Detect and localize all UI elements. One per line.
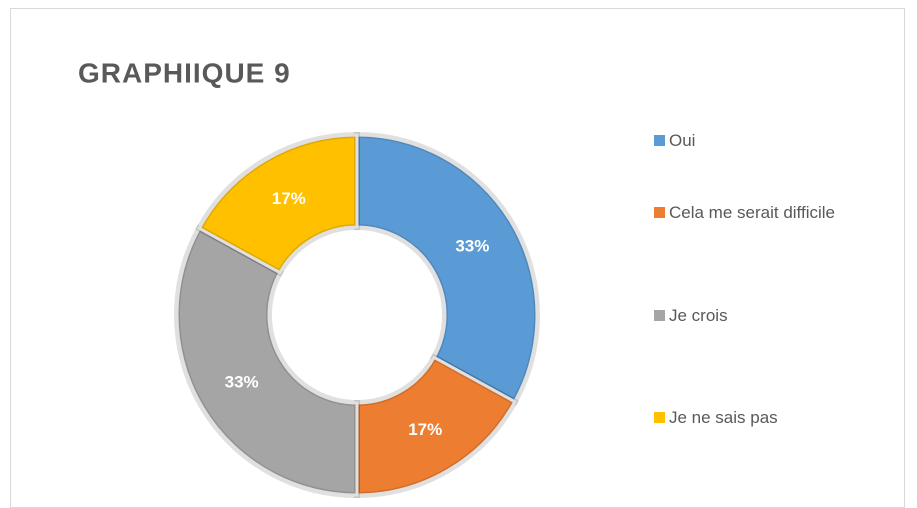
slice-border	[354, 131, 540, 406]
slice	[355, 355, 517, 497]
legend-label: Oui	[669, 131, 696, 150]
legend-swatch	[654, 135, 665, 146]
legend-label: Cela me serait difficile	[669, 203, 835, 222]
legend-swatch	[654, 310, 665, 321]
slice-border	[174, 224, 360, 499]
data-label: 17%	[408, 420, 442, 439]
slice	[197, 133, 359, 275]
slice-border	[195, 131, 360, 277]
data-label: 33%	[455, 236, 489, 255]
slice-border	[354, 353, 519, 499]
legend-swatch	[654, 412, 665, 423]
legend-swatch	[654, 207, 665, 218]
slice	[175, 226, 359, 497]
data-label: 17%	[272, 189, 306, 208]
legend-item: Je ne sais pas	[654, 403, 839, 432]
legend-label: Je crois	[669, 306, 728, 325]
legend-label: Je ne sais pas	[669, 408, 778, 427]
slice	[355, 133, 539, 404]
data-label: 33%	[225, 373, 259, 392]
legend-item: Oui	[654, 126, 839, 155]
legend-item: Cela me serait difficile	[654, 198, 839, 227]
chart-title: GRAPHIIQUE 9	[78, 57, 291, 88]
legend-item: Je crois	[654, 301, 839, 330]
